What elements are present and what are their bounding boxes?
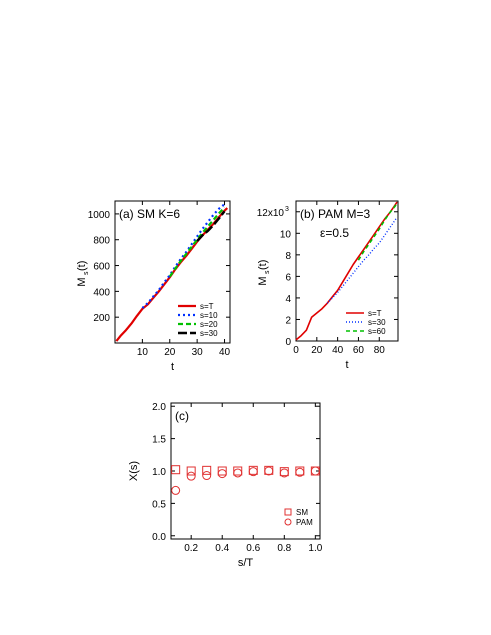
x-axis-label: t — [171, 361, 174, 373]
data-point-circle — [264, 466, 274, 476]
x-tick-label: 10 — [137, 347, 149, 358]
y-axis-label: Ms(t) — [76, 261, 90, 287]
panel-label: (c) — [175, 409, 189, 423]
chart-panel-1: 10 20 30 40 200 400 600 800 1000 t Ms(t) (a) SM K=6… — [76, 200, 231, 373]
y-tick-label: 4 — [285, 294, 291, 305]
data-point-circle — [279, 468, 289, 478]
legend-marker-circle — [284, 518, 292, 526]
data-point-square — [171, 465, 181, 475]
x-tick-label: 20 — [164, 347, 176, 358]
y-tick-label: 12x10 — [257, 208, 285, 219]
plot-frame — [295, 200, 399, 342]
legend-marker-square — [284, 508, 292, 516]
legend-label: s=30 — [368, 318, 386, 327]
y-tick-label: 8 — [285, 251, 291, 262]
legend-label: s=60 — [368, 327, 386, 336]
y-axis-label-main: M — [76, 277, 88, 286]
y-tick-label: 6 — [285, 272, 291, 283]
x-tick-label: 30 — [192, 347, 204, 358]
y-tick-label: 800 — [93, 236, 110, 247]
y-tick-label: 1.5 — [152, 435, 166, 446]
series-line-s10 — [141, 203, 226, 309]
legend-label: s=20 — [200, 320, 218, 329]
data-point-square — [233, 466, 243, 476]
x-tick-label: 40 — [219, 347, 231, 358]
legend-label: s=T — [200, 302, 214, 311]
y-axis-label: X(s) — [128, 461, 140, 481]
x-tick-label: 40 — [332, 345, 344, 356]
y-tick-label: 0 — [285, 337, 291, 348]
legend: s=Ts=30s=60 — [346, 309, 386, 336]
series-line-s30 — [196, 210, 226, 242]
panel-annotation: ε=0.5 — [320, 226, 349, 240]
chart-panel-3: 0.2 0.4 0.6 0.8 1.0 0.0 0.5 1.0 1.5 2.0 s/T X(s) (c)… — [128, 402, 323, 569]
x-axis-label: t — [345, 359, 348, 371]
data-point-circle — [310, 466, 320, 476]
series-line-s20 — [168, 206, 226, 278]
y-tick-label: 1.0 — [152, 467, 166, 478]
data-point-square — [202, 465, 212, 475]
y-tick-label: 0.0 — [152, 532, 166, 543]
panel-label: (a) SM K=6 — [119, 207, 180, 221]
legend-label: SM — [296, 508, 308, 517]
x-tick-label: 0 — [293, 345, 299, 356]
y-tick-label: 2.0 — [152, 402, 166, 413]
legend-label: s=T — [368, 309, 382, 318]
y-tick-label: 1000 — [88, 210, 111, 221]
x-tick-label: 0.6 — [246, 543, 260, 554]
data-point-circle — [233, 468, 243, 478]
data-point-circle — [295, 467, 305, 477]
y-axis-label-subscript: s — [83, 271, 90, 275]
data-point-circle — [202, 471, 212, 481]
y-tick-exponent: 3 — [285, 206, 289, 213]
chart-panel-2: 0 20 40 60 80 0 2 4 6 8 10 12x10 3 t Ms(t) (b) PAM M=3 ε… — [257, 200, 399, 371]
legend-label: PAM — [296, 518, 313, 527]
x-tick-label: 0.2 — [184, 543, 198, 554]
data-point-circle — [171, 485, 181, 495]
legend-label: s=30 — [200, 329, 218, 338]
y-tick-label: 2 — [285, 315, 291, 326]
data-point-circle — [217, 469, 227, 479]
y-tick-label: 0.5 — [152, 499, 166, 510]
data-point-square — [217, 466, 227, 476]
x-tick-label: 0.8 — [277, 543, 291, 554]
y-axis-label-main: M — [257, 276, 269, 285]
x-tick-label: 0.4 — [215, 543, 229, 554]
data-point-circle — [248, 467, 258, 477]
data-point-square — [186, 466, 196, 476]
panel-label: (b) PAM M=3 — [300, 207, 370, 221]
y-tick-label: 400 — [93, 287, 110, 298]
x-tick-label: 80 — [374, 345, 386, 356]
y-tick-label: 200 — [93, 313, 110, 324]
y-axis-label: Ms(t) — [257, 260, 271, 286]
legend-label: s=10 — [200, 311, 218, 320]
y-tick-label: 600 — [93, 262, 110, 273]
x-axis-label: s/T — [238, 557, 254, 569]
legend: s=Ts=10s=20s=30 — [178, 302, 218, 338]
x-tick-label: 20 — [311, 345, 323, 356]
y-tick-label: 10 — [280, 229, 292, 240]
series-line-s60 — [357, 202, 398, 261]
x-tick-label: 60 — [353, 345, 365, 356]
y-axis-label-main: X(s) — [128, 461, 140, 481]
y-axis-label-tail: (t) — [76, 261, 88, 271]
plot-frame — [114, 200, 231, 344]
x-tick-label: 1.0 — [308, 543, 322, 554]
data-point-circle — [186, 471, 196, 481]
y-axis-label-tail: (t) — [257, 260, 269, 270]
y-axis-label-subscript: s — [264, 270, 271, 274]
